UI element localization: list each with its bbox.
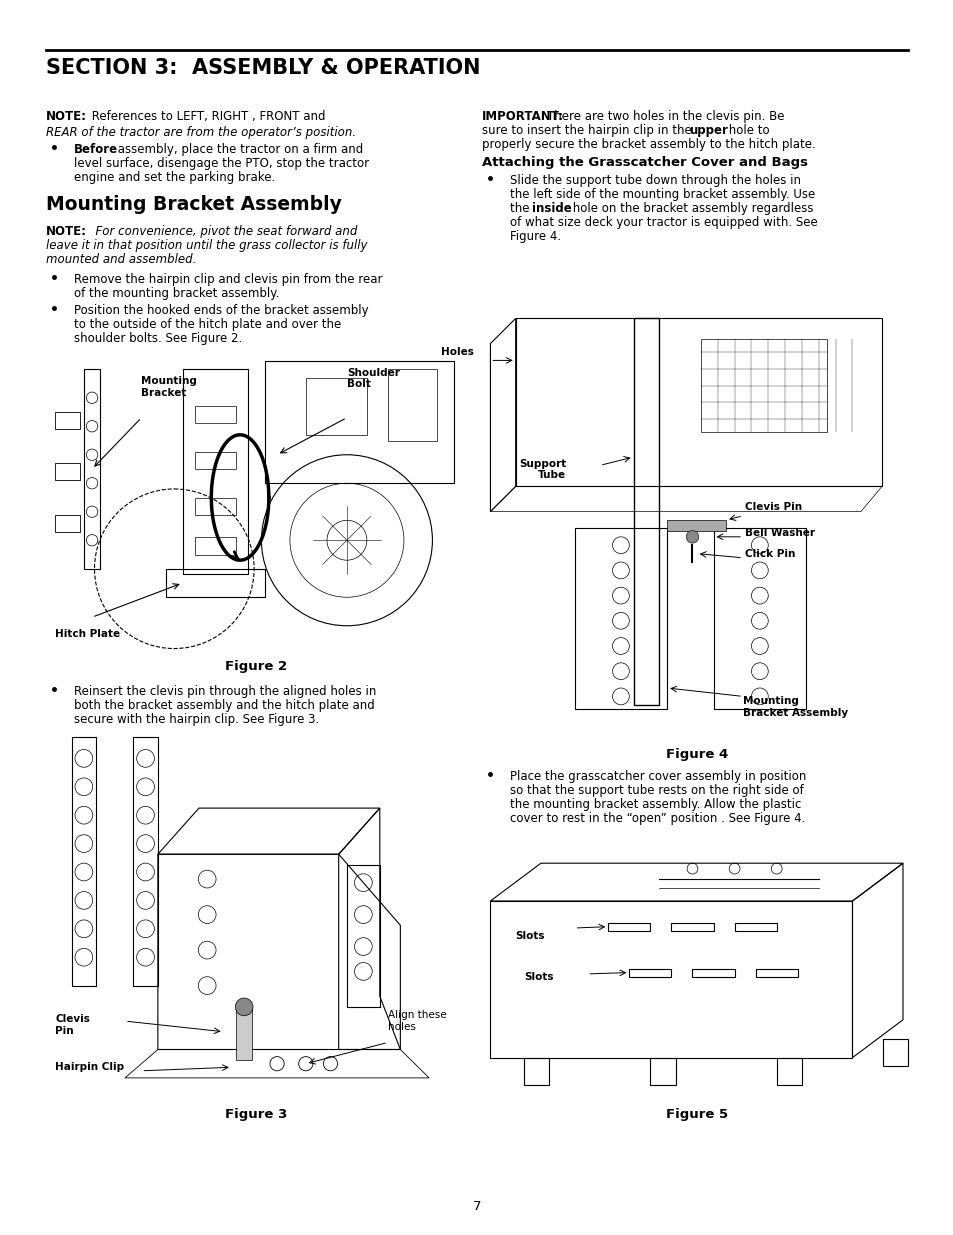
Text: of the mounting bracket assembly.: of the mounting bracket assembly.: [74, 287, 279, 300]
Text: Mounting
Bracket Assembly: Mounting Bracket Assembly: [742, 697, 847, 718]
Text: Clevis Pin: Clevis Pin: [744, 503, 801, 513]
Text: secure with the hairpin clip. See Figure 3.: secure with the hairpin clip. See Figure…: [74, 713, 319, 726]
Text: Clevis
Pin: Clevis Pin: [55, 1014, 90, 1036]
Text: Figure 5: Figure 5: [665, 1108, 727, 1121]
Text: Figure 2: Figure 2: [225, 659, 287, 673]
Bar: [194, 498, 235, 515]
Text: SECTION 3:  ASSEMBLY & OPERATION: SECTION 3: ASSEMBLY & OPERATION: [46, 58, 480, 78]
Text: the mounting bracket assembly. Allow the plastic: the mounting bracket assembly. Allow the…: [510, 798, 801, 811]
Bar: [608, 923, 650, 931]
Bar: [755, 968, 797, 977]
Bar: [133, 737, 157, 986]
Bar: [55, 412, 80, 429]
Text: Holes: Holes: [440, 347, 473, 357]
Bar: [650, 1057, 675, 1084]
Bar: [194, 452, 235, 469]
Bar: [629, 968, 671, 977]
Text: mounted and assembled.: mounted and assembled.: [46, 253, 196, 266]
Text: Attaching the Grasscatcher Cover and Bags: Attaching the Grasscatcher Cover and Bag…: [481, 156, 807, 169]
Bar: [713, 529, 805, 709]
Bar: [194, 537, 235, 555]
Text: NOTE:: NOTE:: [46, 225, 87, 238]
Text: Remove the hairpin clip and clevis pin from the rear: Remove the hairpin clip and clevis pin f…: [74, 273, 382, 287]
Bar: [194, 406, 235, 424]
Text: hole on the bracket assembly regardless: hole on the bracket assembly regardless: [568, 203, 813, 215]
Text: sure to insert the hairpin clip in the: sure to insert the hairpin clip in the: [481, 124, 695, 137]
Text: engine and set the parking brake.: engine and set the parking brake.: [74, 170, 275, 184]
Text: Slots: Slots: [516, 931, 544, 941]
Bar: [671, 923, 713, 931]
Text: Align these
holes: Align these holes: [388, 1010, 446, 1031]
Circle shape: [235, 998, 253, 1015]
Text: Support
Tube: Support Tube: [518, 458, 566, 480]
Text: the: the: [510, 203, 533, 215]
Text: Figure 4: Figure 4: [665, 748, 727, 761]
Text: Position the hooked ends of the bracket assembly: Position the hooked ends of the bracket …: [74, 304, 368, 317]
Text: Place the grasscatcher cover assembly in position: Place the grasscatcher cover assembly in…: [510, 769, 805, 783]
Bar: [692, 968, 734, 977]
Bar: [166, 569, 264, 598]
Text: Mounting
Bracket: Mounting Bracket: [141, 377, 197, 398]
Text: upper: upper: [688, 124, 727, 137]
Text: Figure 3: Figure 3: [225, 1108, 287, 1121]
Text: inside: inside: [532, 203, 571, 215]
Text: Reinsert the clevis pin through the aligned holes in: Reinsert the clevis pin through the alig…: [74, 685, 376, 698]
Bar: [388, 369, 436, 441]
Bar: [666, 520, 725, 531]
Text: REAR of the tractor are from the operator’s position.: REAR of the tractor are from the operato…: [46, 126, 355, 140]
Text: the left side of the mounting bracket assembly. Use: the left side of the mounting bracket as…: [510, 188, 815, 201]
Text: 7: 7: [473, 1200, 480, 1213]
Text: Shoulder
Bolt: Shoulder Bolt: [347, 368, 399, 389]
Bar: [55, 515, 80, 532]
Text: For convenience, pivot the seat forward and: For convenience, pivot the seat forward …: [88, 225, 357, 238]
Text: leave it in that position until the grass collector is fully: leave it in that position until the gras…: [46, 240, 367, 252]
Text: both the bracket assembly and the hitch plate and: both the bracket assembly and the hitch …: [74, 699, 375, 713]
Bar: [574, 529, 666, 709]
Bar: [235, 1007, 253, 1060]
Bar: [734, 923, 776, 931]
Text: Mounting Bracket Assembly: Mounting Bracket Assembly: [46, 195, 341, 214]
Bar: [55, 463, 80, 480]
Text: Hairpin Clip: Hairpin Clip: [55, 1062, 124, 1072]
Text: assembly, place the tractor on a firm and: assembly, place the tractor on a firm an…: [113, 143, 363, 156]
Bar: [182, 369, 248, 574]
Text: so that the support tube rests on the right side of: so that the support tube rests on the ri…: [510, 784, 803, 797]
Text: Slide the support tube down through the holes in: Slide the support tube down through the …: [510, 174, 801, 186]
Text: Bell Washer: Bell Washer: [744, 527, 814, 537]
Text: properly secure the bracket assembly to the hitch plate.: properly secure the bracket assembly to …: [481, 138, 815, 151]
Text: Slots: Slots: [523, 972, 553, 982]
Text: shoulder bolts. See Figure 2.: shoulder bolts. See Figure 2.: [74, 332, 242, 345]
Bar: [700, 340, 826, 432]
Text: cover to rest in the “open” position . See Figure 4.: cover to rest in the “open” position . S…: [510, 811, 804, 825]
Text: NOTE:: NOTE:: [46, 110, 87, 124]
Bar: [71, 737, 96, 986]
Text: level surface, disengage the PTO, stop the tractor: level surface, disengage the PTO, stop t…: [74, 157, 369, 170]
Text: Before: Before: [74, 143, 118, 156]
Text: References to LEFT, RIGHT , FRONT and: References to LEFT, RIGHT , FRONT and: [88, 110, 325, 124]
Text: Click Pin: Click Pin: [744, 548, 795, 558]
Text: to the outside of the hitch plate and over the: to the outside of the hitch plate and ov…: [74, 317, 341, 331]
Text: Figure 4.: Figure 4.: [510, 230, 560, 243]
Bar: [523, 1057, 549, 1084]
Bar: [882, 1039, 907, 1066]
Text: hole to: hole to: [724, 124, 769, 137]
Bar: [306, 378, 367, 435]
Text: of what size deck your tractor is equipped with. See: of what size deck your tractor is equipp…: [510, 216, 817, 228]
Text: IMPORTANT:: IMPORTANT:: [481, 110, 563, 124]
Bar: [776, 1057, 801, 1084]
Circle shape: [685, 531, 698, 543]
Text: Hitch Plate: Hitch Plate: [55, 629, 120, 638]
Bar: [347, 864, 379, 1007]
Text: There are two holes in the clevis pin. Be: There are two holes in the clevis pin. B…: [546, 110, 783, 124]
Bar: [633, 319, 659, 705]
